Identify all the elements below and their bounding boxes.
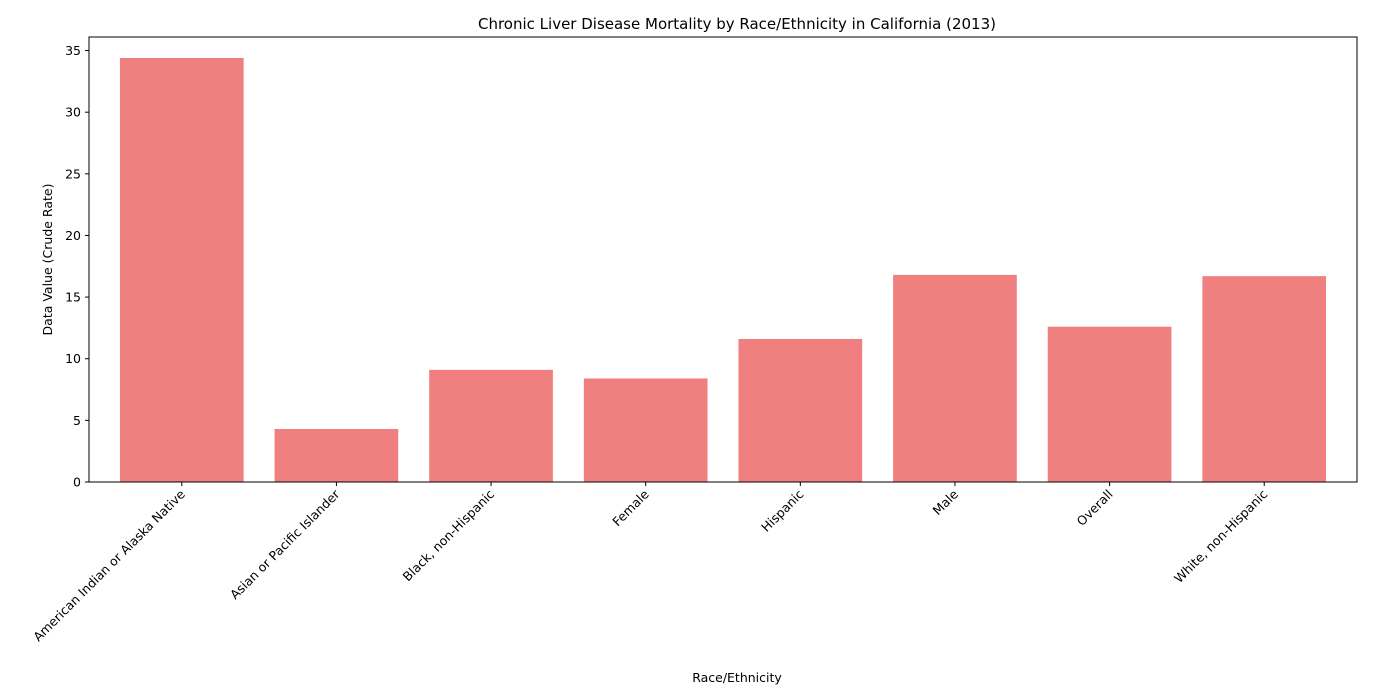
y-tick-label-3: 15 xyxy=(65,290,81,305)
chart-title: Chronic Liver Disease Mortality by Race/… xyxy=(478,15,996,33)
x-axis: American Indian or Alaska Native Asian or… xyxy=(30,482,1270,644)
bar-0 xyxy=(119,57,244,482)
y-tick-label-7: 35 xyxy=(65,43,81,58)
bar-7 xyxy=(1202,276,1327,482)
x-tick-label-0: American Indian or Alaska Native xyxy=(30,486,188,644)
bars-group xyxy=(119,57,1327,482)
y-tick-label-5: 25 xyxy=(65,166,81,181)
y-axis: 0 5 10 15 20 25 30 35 xyxy=(65,43,89,490)
x-tick-label-5: Male xyxy=(930,486,962,518)
y-tick-label-6: 30 xyxy=(65,105,81,120)
bar-4 xyxy=(738,339,863,482)
bar-2 xyxy=(429,369,553,482)
bar-3 xyxy=(583,378,708,482)
x-tick-label-2: Black, non-Hispanic xyxy=(400,486,498,584)
x-tick-label-4: Hispanic xyxy=(758,486,806,534)
y-axis-title: Data Value (Crude Rate) xyxy=(40,184,55,336)
x-tick-label-7: White, non-Hispanic xyxy=(1171,486,1270,585)
y-tick-label-4: 20 xyxy=(65,228,81,243)
x-tick-label-6: Overall xyxy=(1074,487,1116,529)
x-axis-title: Race/Ethnicity xyxy=(692,670,782,685)
x-tick-label-1: Asian or Pacific Islander xyxy=(227,486,343,602)
bar-5 xyxy=(893,274,1017,482)
y-tick-label-1: 5 xyxy=(73,413,81,428)
y-tick-label-0: 0 xyxy=(73,475,81,490)
x-tick-label-3: Female xyxy=(609,486,652,529)
bar-1 xyxy=(274,428,399,482)
plot-frame xyxy=(88,36,1358,483)
bar-6 xyxy=(1047,326,1172,482)
y-tick-label-2: 10 xyxy=(65,351,81,366)
